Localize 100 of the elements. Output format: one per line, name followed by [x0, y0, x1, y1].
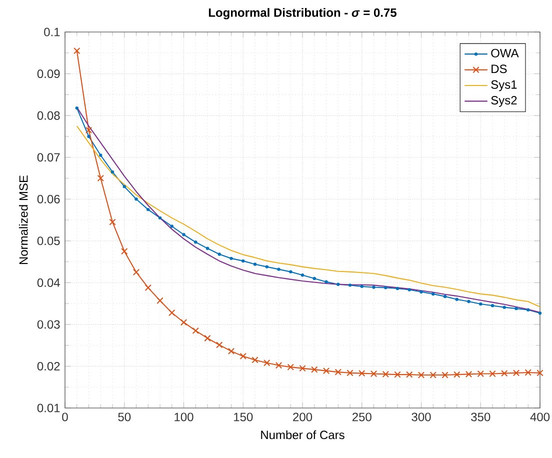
- point: [501, 370, 508, 377]
- point: [372, 286, 376, 289]
- point: [287, 364, 294, 370]
- legend-label: OWA: [491, 48, 519, 58]
- point: [311, 366, 318, 373]
- point: [110, 170, 114, 174]
- y-axis-title: Normalized MSE: [18, 176, 28, 264]
- point: [454, 371, 460, 378]
- point: [168, 309, 176, 316]
- point: [240, 352, 246, 360]
- point: [242, 259, 245, 263]
- x-tick-label: 200: [293, 412, 312, 422]
- point: [218, 252, 221, 256]
- legend-label: DS: [492, 64, 507, 74]
- point: [252, 356, 258, 364]
- point: [192, 327, 199, 334]
- point: [121, 248, 128, 255]
- point: [87, 134, 90, 138]
- point: [502, 306, 506, 309]
- y-tick-label: 0.06: [37, 194, 60, 204]
- point: [85, 126, 92, 134]
- point: [479, 302, 482, 306]
- point: [230, 256, 233, 260]
- point: [526, 308, 530, 312]
- y-tick-label: 0.07: [37, 153, 60, 162]
- point: [489, 370, 496, 378]
- point: [420, 290, 423, 294]
- point: [265, 265, 268, 268]
- x-tick-label: 150: [234, 412, 253, 422]
- point: [432, 292, 435, 296]
- point: [264, 360, 270, 366]
- point: [465, 370, 472, 378]
- point: [490, 304, 494, 308]
- x-tick-label: 400: [530, 412, 550, 422]
- point: [370, 370, 378, 378]
- point: [132, 268, 140, 276]
- point: [97, 174, 104, 182]
- point: [75, 106, 78, 110]
- point: [394, 371, 401, 378]
- x-tick-label: 50: [118, 412, 131, 422]
- point: [158, 216, 162, 220]
- point: [322, 367, 330, 374]
- x-tick-label: 0: [62, 412, 68, 422]
- x-tick-label: 100: [174, 412, 194, 422]
- chart-title: Lognormal Distribution - σ = 0.75: [208, 8, 397, 20]
- point: [346, 370, 354, 376]
- point: [122, 184, 126, 188]
- point: [277, 268, 280, 271]
- point: [512, 370, 520, 376]
- x-axis-title: Number of Cars: [261, 430, 344, 440]
- point: [467, 300, 470, 304]
- point: [109, 218, 116, 226]
- point: [384, 286, 388, 290]
- point: [348, 284, 352, 287]
- point: [538, 312, 542, 315]
- point: [514, 306, 518, 310]
- y-tick-label: 0.09: [37, 70, 60, 78]
- point: [146, 208, 150, 212]
- x-tick-label: 350: [471, 412, 490, 422]
- point: [477, 370, 484, 378]
- point: [443, 294, 447, 298]
- y-tick-label: 0.01: [37, 404, 60, 412]
- point: [418, 372, 425, 378]
- point: [300, 274, 304, 277]
- point: [336, 282, 340, 286]
- point: [206, 246, 210, 250]
- y-tick-label: 0.05: [37, 236, 60, 246]
- point: [299, 364, 306, 372]
- point: [360, 284, 364, 288]
- point: [228, 348, 235, 355]
- legend-label: Sys2: [491, 96, 517, 107]
- point: [156, 297, 164, 304]
- point: [180, 318, 188, 326]
- point: [216, 342, 223, 348]
- point: [430, 372, 436, 378]
- x-tick-label: 300: [412, 412, 431, 422]
- point: [382, 370, 389, 378]
- point: [253, 262, 257, 266]
- point: [536, 370, 544, 376]
- y-tick-label: 0.1: [44, 28, 60, 36]
- point: [275, 362, 282, 369]
- point: [524, 369, 532, 376]
- legend-label: Sys1: [491, 80, 517, 92]
- point: [144, 284, 152, 292]
- point: [324, 280, 328, 284]
- point: [74, 47, 80, 54]
- point: [406, 371, 413, 378]
- y-tick-label: 0.02: [37, 362, 60, 370]
- point: [455, 298, 458, 301]
- point: [396, 286, 400, 290]
- point: [334, 368, 342, 376]
- y-tick-label: 0.03: [37, 320, 60, 329]
- point: [182, 233, 186, 236]
- point: [99, 154, 102, 157]
- y-tick-label: 0.08: [37, 111, 60, 120]
- point: [358, 370, 366, 377]
- point: [312, 276, 316, 280]
- y-tick-label: 0.04: [37, 278, 60, 287]
- point: [408, 288, 411, 292]
- point: [194, 240, 198, 244]
